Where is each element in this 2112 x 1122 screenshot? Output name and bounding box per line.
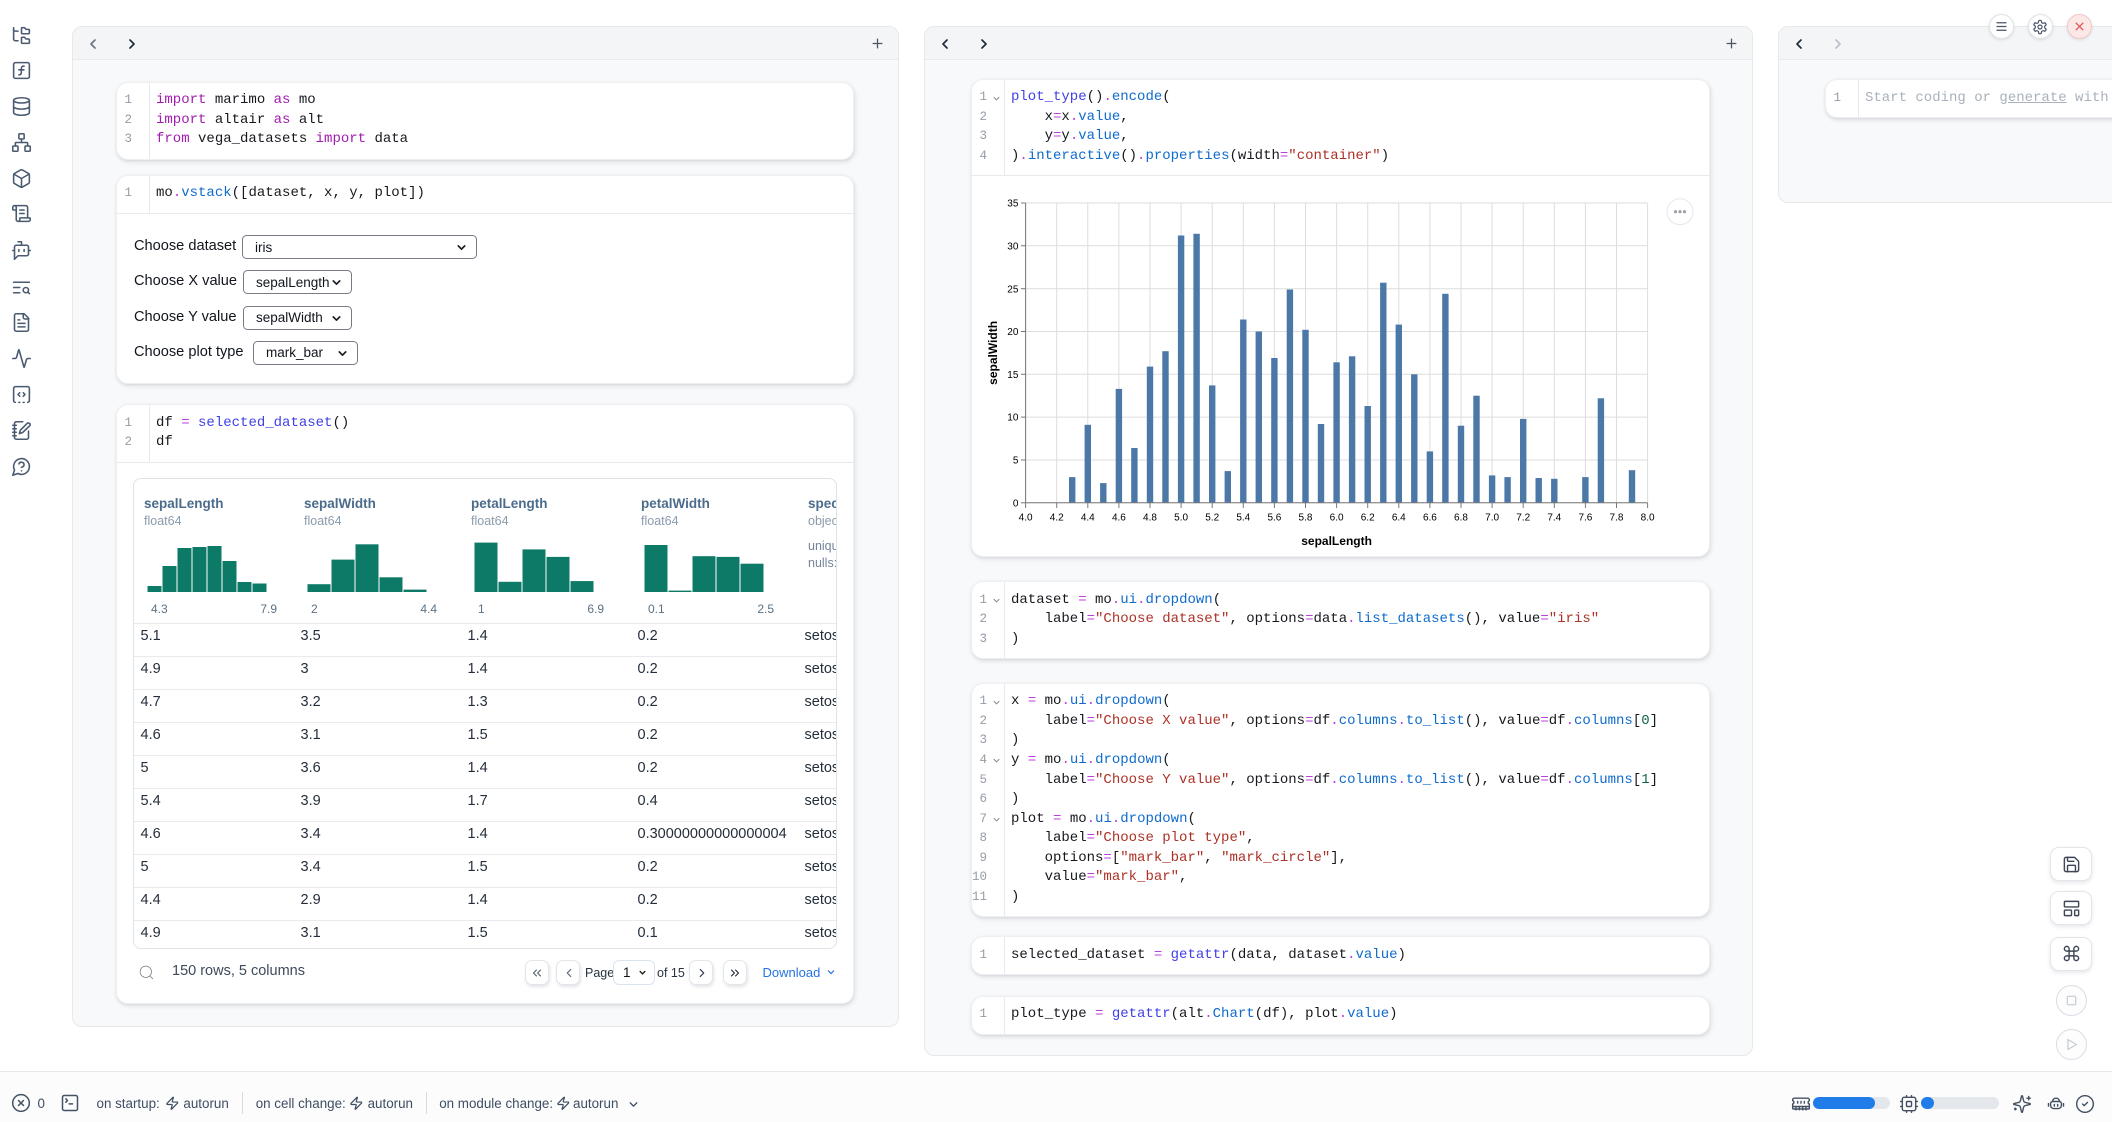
svg-text:0: 0 — [1013, 499, 1019, 510]
svg-text:25: 25 — [1007, 285, 1019, 296]
svg-text:5.8: 5.8 — [1299, 513, 1313, 524]
svg-text:5.6: 5.6 — [1267, 513, 1281, 524]
svg-text:4.8: 4.8 — [1143, 513, 1157, 524]
svg-text:4.2: 4.2 — [1050, 513, 1064, 524]
svg-text:35: 35 — [1007, 199, 1019, 210]
svg-text:7.8: 7.8 — [1610, 513, 1624, 524]
svg-text:5: 5 — [1013, 456, 1019, 467]
svg-text:5.2: 5.2 — [1205, 513, 1219, 524]
svg-text:6.2: 6.2 — [1361, 513, 1375, 524]
svg-text:10: 10 — [1007, 413, 1019, 424]
svg-text:6.4: 6.4 — [1392, 513, 1406, 524]
svg-text:4.4: 4.4 — [1081, 513, 1095, 524]
svg-text:20: 20 — [1007, 327, 1019, 338]
svg-text:5.0: 5.0 — [1174, 513, 1188, 524]
svg-text:7.4: 7.4 — [1547, 513, 1561, 524]
svg-text:30: 30 — [1007, 242, 1019, 253]
svg-text:7.2: 7.2 — [1516, 513, 1530, 524]
svg-text:sepalWidth: sepalWidth — [986, 321, 1000, 385]
svg-text:15: 15 — [1007, 370, 1019, 381]
svg-text:6.6: 6.6 — [1423, 513, 1437, 524]
svg-text:6.0: 6.0 — [1330, 513, 1344, 524]
svg-text:4.0: 4.0 — [1019, 513, 1033, 524]
svg-text:sepalLength: sepalLength — [1301, 534, 1372, 548]
svg-text:6.8: 6.8 — [1454, 513, 1468, 524]
svg-text:7.6: 7.6 — [1578, 513, 1592, 524]
svg-text:8.0: 8.0 — [1641, 513, 1655, 524]
svg-text:5.4: 5.4 — [1236, 513, 1250, 524]
svg-text:7.0: 7.0 — [1485, 513, 1499, 524]
svg-text:4.6: 4.6 — [1112, 513, 1126, 524]
